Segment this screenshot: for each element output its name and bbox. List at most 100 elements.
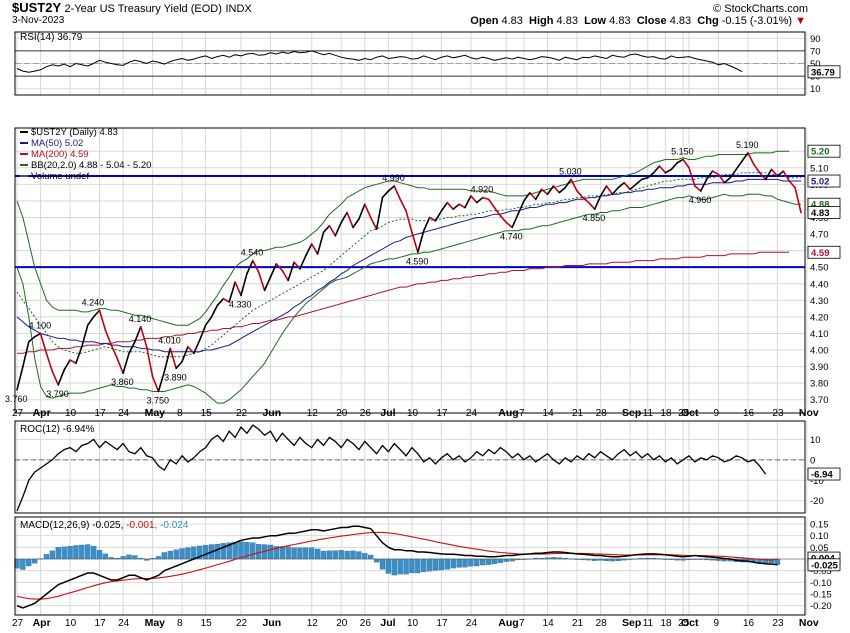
macd-histogram-bar	[309, 547, 315, 560]
price-segment	[558, 186, 567, 194]
price-annotation: 4.010	[158, 335, 181, 345]
price-right-label: 4.88	[811, 200, 830, 211]
macd-x-day-label: 16	[743, 618, 755, 629]
macd-x-day-label: 23	[772, 618, 784, 629]
price-x-day-label: 20	[336, 408, 348, 419]
price-segment	[381, 190, 390, 199]
price-segment	[310, 243, 319, 255]
price-segment	[110, 344, 119, 360]
price-segment	[776, 170, 785, 177]
price-segment	[511, 213, 519, 229]
bollinger-upper-line	[16, 150, 790, 326]
price-x-month-label: Jul	[380, 407, 395, 419]
macd-right-label-box	[807, 558, 841, 572]
price-segment	[458, 203, 466, 209]
macd-x-day-label: 26	[360, 618, 372, 629]
price-segment	[470, 195, 478, 204]
low-label: Low	[584, 15, 607, 27]
macd-histogram-bar	[468, 558, 474, 567]
price-x-day-label: 24	[466, 408, 478, 419]
price-segment	[363, 203, 372, 219]
price-segment	[334, 221, 343, 237]
rsi-y-tick-label: 10	[810, 84, 821, 95]
macd-x-day-label: 10	[407, 618, 419, 629]
macd-histogram-bar	[220, 543, 226, 560]
price-segment	[358, 203, 366, 220]
macd-x-month-label: Jun	[262, 617, 281, 629]
price-segment	[86, 316, 95, 326]
price-segment	[717, 173, 726, 184]
macd-y-tick-label: -0.15	[810, 590, 832, 601]
open-label: Open	[470, 15, 499, 27]
price-y-tick-label: 4.20	[810, 312, 829, 323]
macd-x-day-label: 17	[436, 618, 448, 629]
macd-histogram-bar	[415, 558, 421, 574]
price-segment	[81, 324, 89, 348]
rsi-y-tick-label: 70	[810, 46, 821, 57]
macd-x-month-label: May	[145, 617, 166, 629]
macd-x-day-label: 24	[466, 618, 478, 629]
price-y-tick-label: 3.90	[810, 362, 829, 373]
price-right-label: 4.59	[811, 248, 830, 259]
price-segment	[593, 195, 602, 210]
high-label: High	[529, 15, 554, 27]
price-segment	[758, 171, 767, 181]
price-x-day-label: 17	[95, 408, 107, 419]
macd-histogram-bar	[185, 547, 191, 560]
price-segment	[735, 160, 743, 171]
price-segment	[682, 158, 690, 169]
price-segment	[635, 178, 643, 186]
macd-x-day-label: 12	[307, 618, 319, 629]
roc-panel-frame	[14, 420, 806, 514]
price-y-tick-label: 4.00	[810, 346, 829, 357]
macd-histogram-bar	[161, 552, 168, 560]
price-segment	[529, 191, 537, 201]
symbol-label: $UST2Y	[12, 0, 61, 15]
macd-histogram-bar	[450, 558, 456, 569]
price-y-tick-label: 4.10	[810, 329, 829, 340]
price-segment	[175, 360, 183, 370]
price-y-tick-label: 3.70	[810, 395, 829, 406]
price-segment	[440, 201, 449, 212]
price-segment	[605, 185, 614, 196]
price-segment	[181, 345, 189, 363]
macd-x-day-label: 9	[713, 618, 719, 629]
price-segment	[269, 263, 278, 278]
price-segment	[523, 191, 531, 202]
macd-y-tick-label: -0.10	[810, 578, 832, 589]
price-x-day-label: 9	[713, 408, 719, 419]
macd-y-tick-label: -0.05	[810, 566, 832, 577]
price-segment	[452, 203, 460, 210]
macd-legend-part: MACD(12,26,9)	[20, 520, 92, 531]
price-segment	[139, 326, 148, 348]
price-legend-entry: BB(20,2.0) 4.88 - 5.04 - 5.20	[31, 160, 151, 171]
price-right-label-box	[807, 144, 841, 158]
price-segment	[316, 231, 325, 255]
price-segment	[299, 254, 307, 270]
bollinger-lower-line	[16, 193, 801, 404]
macd-histogram-bar	[67, 546, 73, 560]
price-x-day-label: 22	[236, 408, 248, 419]
price-segment	[552, 185, 561, 194]
price-segment	[517, 200, 525, 215]
macd-y-tick-label: 0.05	[810, 543, 829, 554]
price-x-day-label: 8	[177, 408, 183, 419]
price-right-label: 5.20	[811, 147, 830, 158]
price-annotation: 3.860	[111, 377, 134, 387]
macd-histogram-bar	[279, 546, 285, 560]
macd-x-day-label: 8	[177, 618, 183, 629]
price-segment	[51, 370, 60, 386]
macd-x-day-label: 22	[236, 618, 248, 629]
macd-histogram-bar	[426, 558, 433, 572]
price-x-month-label: Nov	[799, 407, 819, 419]
macd-histogram-bar	[297, 547, 303, 560]
price-segment	[122, 352, 130, 375]
macd-histogram-bar	[474, 558, 480, 567]
macd-right-label: -0.025	[811, 560, 839, 571]
price-x-month-label: Oct	[681, 407, 699, 419]
symbol-description: 2-Year US Treasury Yield (EOD)	[64, 3, 222, 15]
macd-histogram-bar	[403, 558, 409, 575]
price-x-day-label: 17	[436, 408, 448, 419]
price-segment	[729, 168, 737, 179]
price-segment	[393, 185, 401, 201]
